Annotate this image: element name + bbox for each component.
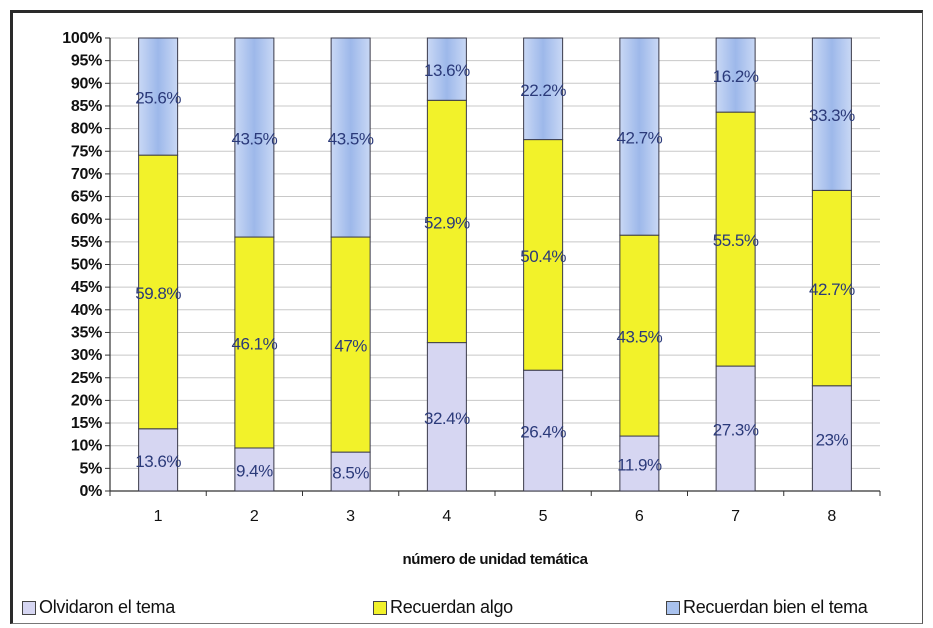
bar-segment xyxy=(715,37,756,113)
y-tick-label: 25% xyxy=(71,370,102,387)
x-tick-label: 3 xyxy=(346,508,355,525)
legend-item-recuerdan-algo: Recuerdan algo xyxy=(373,597,513,618)
legend: Olvidaron el tema Recuerdan algo Recuerd… xyxy=(0,597,933,621)
axes: 0% 5% 10% 15% 20% 25% 30% 35% 40% 45% 50% 55% 60% 65%… xyxy=(62,30,881,525)
y-tick-label: 60% xyxy=(71,211,102,228)
stacked-bar-chart: 0% 5% 10% 15% 20% 25% 30% 35% 40% 45% 50% 55% 60% 65%… xyxy=(62,30,881,568)
legend-swatch-olvidaron xyxy=(22,600,36,615)
x-axis-title: número de unidad temática xyxy=(402,551,588,568)
y-tick-label: 20% xyxy=(71,392,102,409)
bar-segment xyxy=(330,37,371,238)
bar-segment xyxy=(619,234,660,437)
x-tick-label: 5 xyxy=(539,508,548,525)
x-tick-label: 4 xyxy=(442,508,451,525)
data-label: 46.1% xyxy=(232,335,278,354)
x-tick-label: 1 xyxy=(154,508,163,525)
bar-segment xyxy=(811,37,852,191)
data-label: 59.8% xyxy=(135,284,181,303)
data-label: 11.9% xyxy=(617,456,662,475)
data-label: 22.2% xyxy=(520,81,566,100)
data-label: 27.3% xyxy=(713,421,759,440)
legend-swatch-recuerdan-bien xyxy=(666,600,680,615)
gridlines xyxy=(110,37,880,469)
bars xyxy=(138,37,852,492)
data-label: 33.3% xyxy=(809,106,855,125)
legend-swatch-recuerdan-algo xyxy=(373,600,387,615)
data-label: 43.5% xyxy=(232,130,278,149)
y-tick-label: 50% xyxy=(71,257,102,274)
data-label: 42.7% xyxy=(617,129,663,148)
bar-segment xyxy=(138,37,179,156)
data-label: 13.6% xyxy=(424,61,470,80)
bar-segment xyxy=(234,37,275,238)
bar-segment xyxy=(619,37,660,236)
y-tick-label: 95% xyxy=(71,53,102,70)
y-tick-label: 30% xyxy=(71,347,102,364)
data-label: 25.6% xyxy=(135,89,181,108)
y-tick-label: 90% xyxy=(71,75,102,92)
y-tick-label: 65% xyxy=(71,189,102,206)
y-tick-label: 40% xyxy=(71,302,102,319)
y-tick-label: 100% xyxy=(62,30,102,47)
bar-segment xyxy=(523,37,564,141)
data-label: 9.4% xyxy=(236,461,273,480)
data-label: 13.6% xyxy=(135,452,181,471)
data-label: 16.2% xyxy=(713,67,759,86)
y-tick-label: 75% xyxy=(71,143,102,160)
y-tick-label: 55% xyxy=(71,234,102,251)
bar-segment xyxy=(234,236,275,449)
y-tick-label: 10% xyxy=(71,438,102,455)
bar-segment xyxy=(426,37,467,101)
data-label: 23% xyxy=(816,430,849,449)
y-tick-label: 35% xyxy=(71,324,102,341)
bar-segment xyxy=(523,369,564,492)
data-label: 42.7% xyxy=(809,280,855,299)
x-tick-label: 6 xyxy=(635,508,644,525)
bar-segment xyxy=(523,139,564,371)
bar-segment xyxy=(138,154,179,430)
data-label: 8.5% xyxy=(332,464,369,483)
bar-segment xyxy=(330,451,371,492)
bar-segment xyxy=(330,236,371,453)
data-label: 32.4% xyxy=(424,409,470,428)
y-tick-label: 5% xyxy=(79,460,102,477)
bar-segment xyxy=(619,435,660,492)
legend-item-recuerdan-bien: Recuerdan bien el tema xyxy=(666,597,868,618)
x-tick-label: 7 xyxy=(731,508,740,525)
y-tick-label: 0% xyxy=(79,483,102,500)
bar-segment xyxy=(426,99,467,344)
legend-label-recuerdan-algo: Recuerdan algo xyxy=(390,597,513,617)
y-tick-label: 85% xyxy=(71,98,102,115)
data-label: 47% xyxy=(334,337,367,356)
bar-segment xyxy=(811,189,852,387)
legend-label-recuerdan-bien: Recuerdan bien el tema xyxy=(683,597,868,617)
data-label: 43.5% xyxy=(617,328,663,347)
y-tick-label: 70% xyxy=(71,166,102,183)
legend-label-olvidaron: Olvidaron el tema xyxy=(39,597,175,617)
bar-segment xyxy=(811,385,852,492)
data-label: 52.9% xyxy=(424,213,470,232)
y-tick-label: 80% xyxy=(71,121,102,138)
legend-item-olvidaron: Olvidaron el tema xyxy=(22,597,175,618)
bar-segment xyxy=(426,342,467,492)
bar-segment xyxy=(234,447,275,492)
y-tick-label: 45% xyxy=(71,279,102,296)
data-label: 43.5% xyxy=(328,130,374,149)
x-tick-label: 2 xyxy=(250,508,259,525)
bar-segment xyxy=(715,365,756,492)
y-tick-label: 15% xyxy=(71,415,102,432)
x-tick-label: 8 xyxy=(827,508,836,525)
data-label: 55.5% xyxy=(713,231,759,250)
data-label: 26.4% xyxy=(520,423,566,442)
data-labels: 13.6% 59.8% 25.6% 9.4% 46.1% 43.5% 8.5% 47% 43.5… xyxy=(135,61,855,482)
data-label: 50.4% xyxy=(520,247,566,266)
